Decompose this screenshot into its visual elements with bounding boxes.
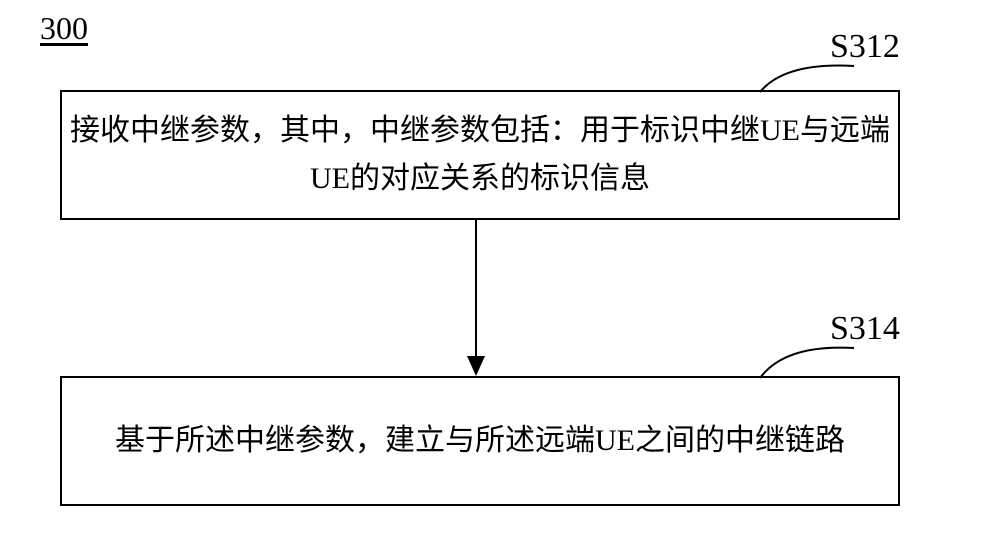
callout-path-s314 bbox=[760, 348, 854, 378]
step-box-s314: 基于所述中继参数，建立与所述远端UE之间的中继链路 bbox=[60, 376, 900, 506]
